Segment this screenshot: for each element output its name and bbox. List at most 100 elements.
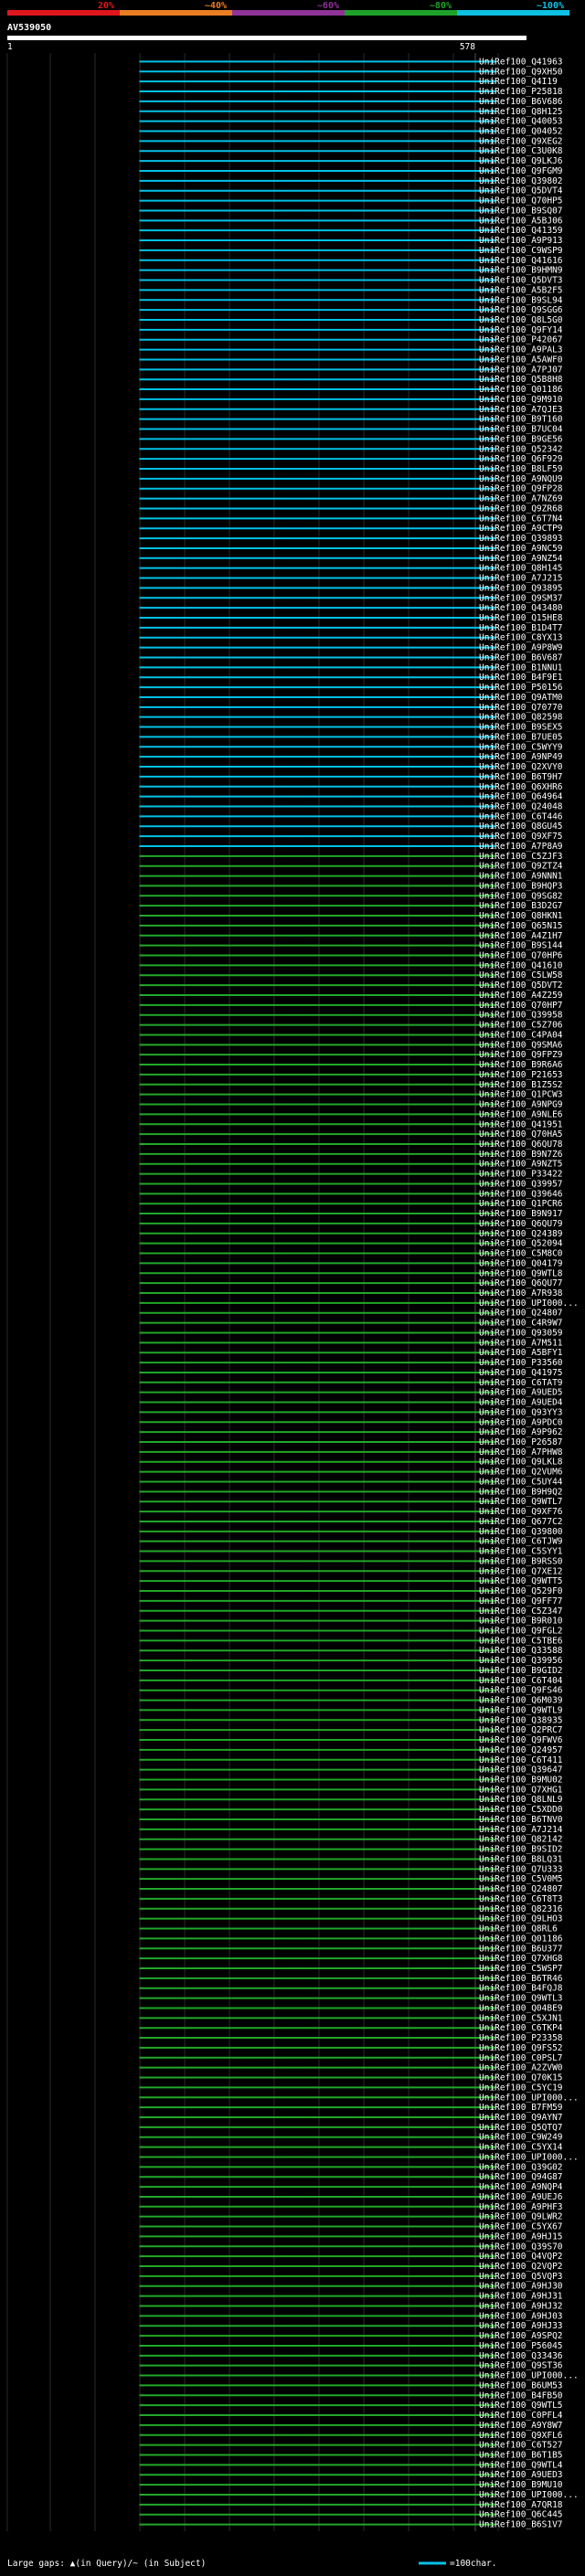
hit-label: UniRef100_A9PDC0 — [479, 1417, 563, 1427]
hit-arrow — [491, 2452, 496, 2458]
hit-arrow — [491, 456, 496, 462]
hit-arrow — [491, 773, 496, 779]
hit-arrow — [491, 2263, 496, 2270]
hit-label: UniRef100_A9UED4 — [479, 1398, 563, 1408]
hit-label: UniRef100_B4F9E1 — [479, 673, 563, 683]
hit-arrow — [491, 1658, 496, 1664]
hit-label: UniRef100_Q9SG82 — [479, 891, 563, 901]
scale-segment — [232, 10, 345, 16]
hit-arrow — [491, 853, 496, 859]
hit-arrow — [491, 823, 496, 830]
hit-label: UniRef100_A7M511 — [479, 1338, 563, 1348]
hit-label: UniRef100_B6UM53 — [479, 2380, 563, 2390]
hit-arrow — [491, 238, 496, 244]
hit-label: UniRef100_Q9ZR68 — [479, 504, 563, 514]
hit-label: UniRef100_B9MU10 — [479, 2480, 563, 2490]
hit-arrow — [491, 1737, 496, 1744]
hit-label: UniRef100_B6TR46 — [479, 1974, 563, 1984]
hit-arrow — [491, 475, 496, 482]
hit-label: UniRef100_Q5DVT2 — [479, 981, 563, 991]
hit-label: UniRef100_A7QR18 — [479, 2500, 563, 2510]
hit-arrow — [491, 69, 496, 75]
hit-arrow — [491, 2273, 496, 2279]
hit-arrow — [491, 2213, 496, 2220]
hit-arrow — [491, 1965, 496, 1971]
hit-label: UniRef100_A9NQU9 — [479, 474, 563, 484]
hit-label: UniRef100_C5XJN1 — [479, 2013, 563, 2023]
hit-label: UniRef100_A4Z259 — [479, 991, 563, 1001]
hit-arrow — [491, 2293, 496, 2299]
hit-arrow — [491, 644, 496, 651]
hit-arrow — [491, 714, 496, 720]
hit-label: UniRef100_Q677C2 — [479, 1517, 563, 1527]
hit-arrow — [491, 277, 496, 283]
hit-arrow — [491, 356, 496, 363]
hit-arrow — [491, 2035, 496, 2041]
hit-arrow — [491, 1320, 496, 1326]
hit-label: UniRef100_B8LQ31 — [479, 1854, 563, 1864]
ruler-start-label: 1 — [7, 42, 13, 52]
hit-label: UniRef100_Q70HP6 — [479, 951, 563, 961]
hit-label: UniRef100_C3U0K8 — [479, 146, 563, 156]
hit-label: UniRef100_A9NZ54 — [479, 554, 563, 564]
hit-label: UniRef100_P33560 — [479, 1358, 563, 1368]
hit-label: UniRef100_Q70K15 — [479, 2073, 563, 2083]
hit-label: UniRef100_Q9LKJ6 — [479, 156, 563, 166]
hit-label: UniRef100_A9NNN1 — [479, 872, 563, 882]
hit-label: UniRef100_Q39893 — [479, 534, 563, 544]
hit-label: UniRef100_C6T527 — [479, 2441, 563, 2451]
hit-arrow — [491, 1846, 496, 1852]
hit-label: UniRef100_Q9WTL9 — [479, 1705, 563, 1715]
hit-label: UniRef100_C6T446 — [479, 811, 563, 822]
hit-label: UniRef100_A9NQP4 — [479, 2182, 563, 2192]
hit-arrow — [491, 1330, 496, 1336]
hit-arrow — [491, 376, 496, 383]
hit-arrow — [491, 1956, 496, 1962]
hit-arrow — [491, 1012, 496, 1018]
hit-arrow — [491, 1309, 496, 1316]
hit-arrow — [491, 2134, 496, 2140]
hit-label: UniRef100_A9NLE6 — [479, 1109, 563, 1119]
hit-label: UniRef100_C5V0M5 — [479, 1874, 563, 1884]
hit-label: UniRef100_Q41963 — [479, 57, 563, 67]
hit-arrow — [491, 2124, 496, 2130]
hit-label: UniRef100_A2ZVW0 — [479, 2063, 563, 2073]
hit-label: UniRef100_B6T9H7 — [479, 772, 563, 782]
hit-arrow — [491, 734, 496, 740]
hit-label: UniRef100_C4PA04 — [479, 1030, 563, 1040]
hit-arrow — [491, 1995, 496, 2001]
hit-arrow — [491, 346, 496, 353]
hit-arrow — [491, 505, 496, 512]
hit-arrow — [491, 2203, 496, 2210]
hit-arrow — [491, 436, 496, 442]
hit-label: UniRef100_B1NNU1 — [479, 663, 563, 673]
hit-label: UniRef100_Q9LWR2 — [479, 2212, 563, 2222]
hit-label: UniRef100_Q6QU77 — [479, 1278, 563, 1288]
hit-arrow — [491, 1886, 496, 1892]
hit-label: UniRef100_A9UED3 — [479, 2470, 563, 2480]
hit-label: UniRef100_Q9ZTZ4 — [479, 862, 563, 872]
hit-label: UniRef100_Q9AYN7 — [479, 2113, 563, 2123]
hit-arrow — [491, 1588, 496, 1595]
hit-label: UniRef100_C5Z706 — [479, 1021, 563, 1031]
hit-arrow — [491, 2223, 496, 2230]
hit-label: UniRef100_B1D4T7 — [479, 623, 563, 633]
hit-label: UniRef100_P23358 — [479, 2033, 563, 2043]
hit-arrow — [491, 585, 496, 591]
hit-label: UniRef100_Q9SM37 — [479, 593, 563, 603]
hit-label: UniRef100_Q93YY3 — [479, 1407, 563, 1417]
hit-arrow — [491, 485, 496, 492]
hit-arrow — [491, 565, 496, 571]
hit-label: UniRef100_B9HQP3 — [479, 881, 563, 891]
hit-arrow — [491, 1121, 496, 1128]
hit-arrow — [491, 177, 496, 184]
hit-arrow — [491, 2243, 496, 2250]
hit-label: UniRef100_Q9FY14 — [479, 325, 563, 335]
hit-arrow — [491, 1528, 496, 1534]
hit-label: UniRef100_Q4I19 — [479, 77, 558, 87]
hit-label: UniRef100_Q9XH50 — [479, 67, 563, 77]
hit-arrow — [491, 813, 496, 820]
hit-label: UniRef100_B6S1V7 — [479, 2520, 563, 2530]
hit-arrow — [491, 942, 496, 949]
hit-label: UniRef100_B9GID2 — [479, 1666, 563, 1676]
